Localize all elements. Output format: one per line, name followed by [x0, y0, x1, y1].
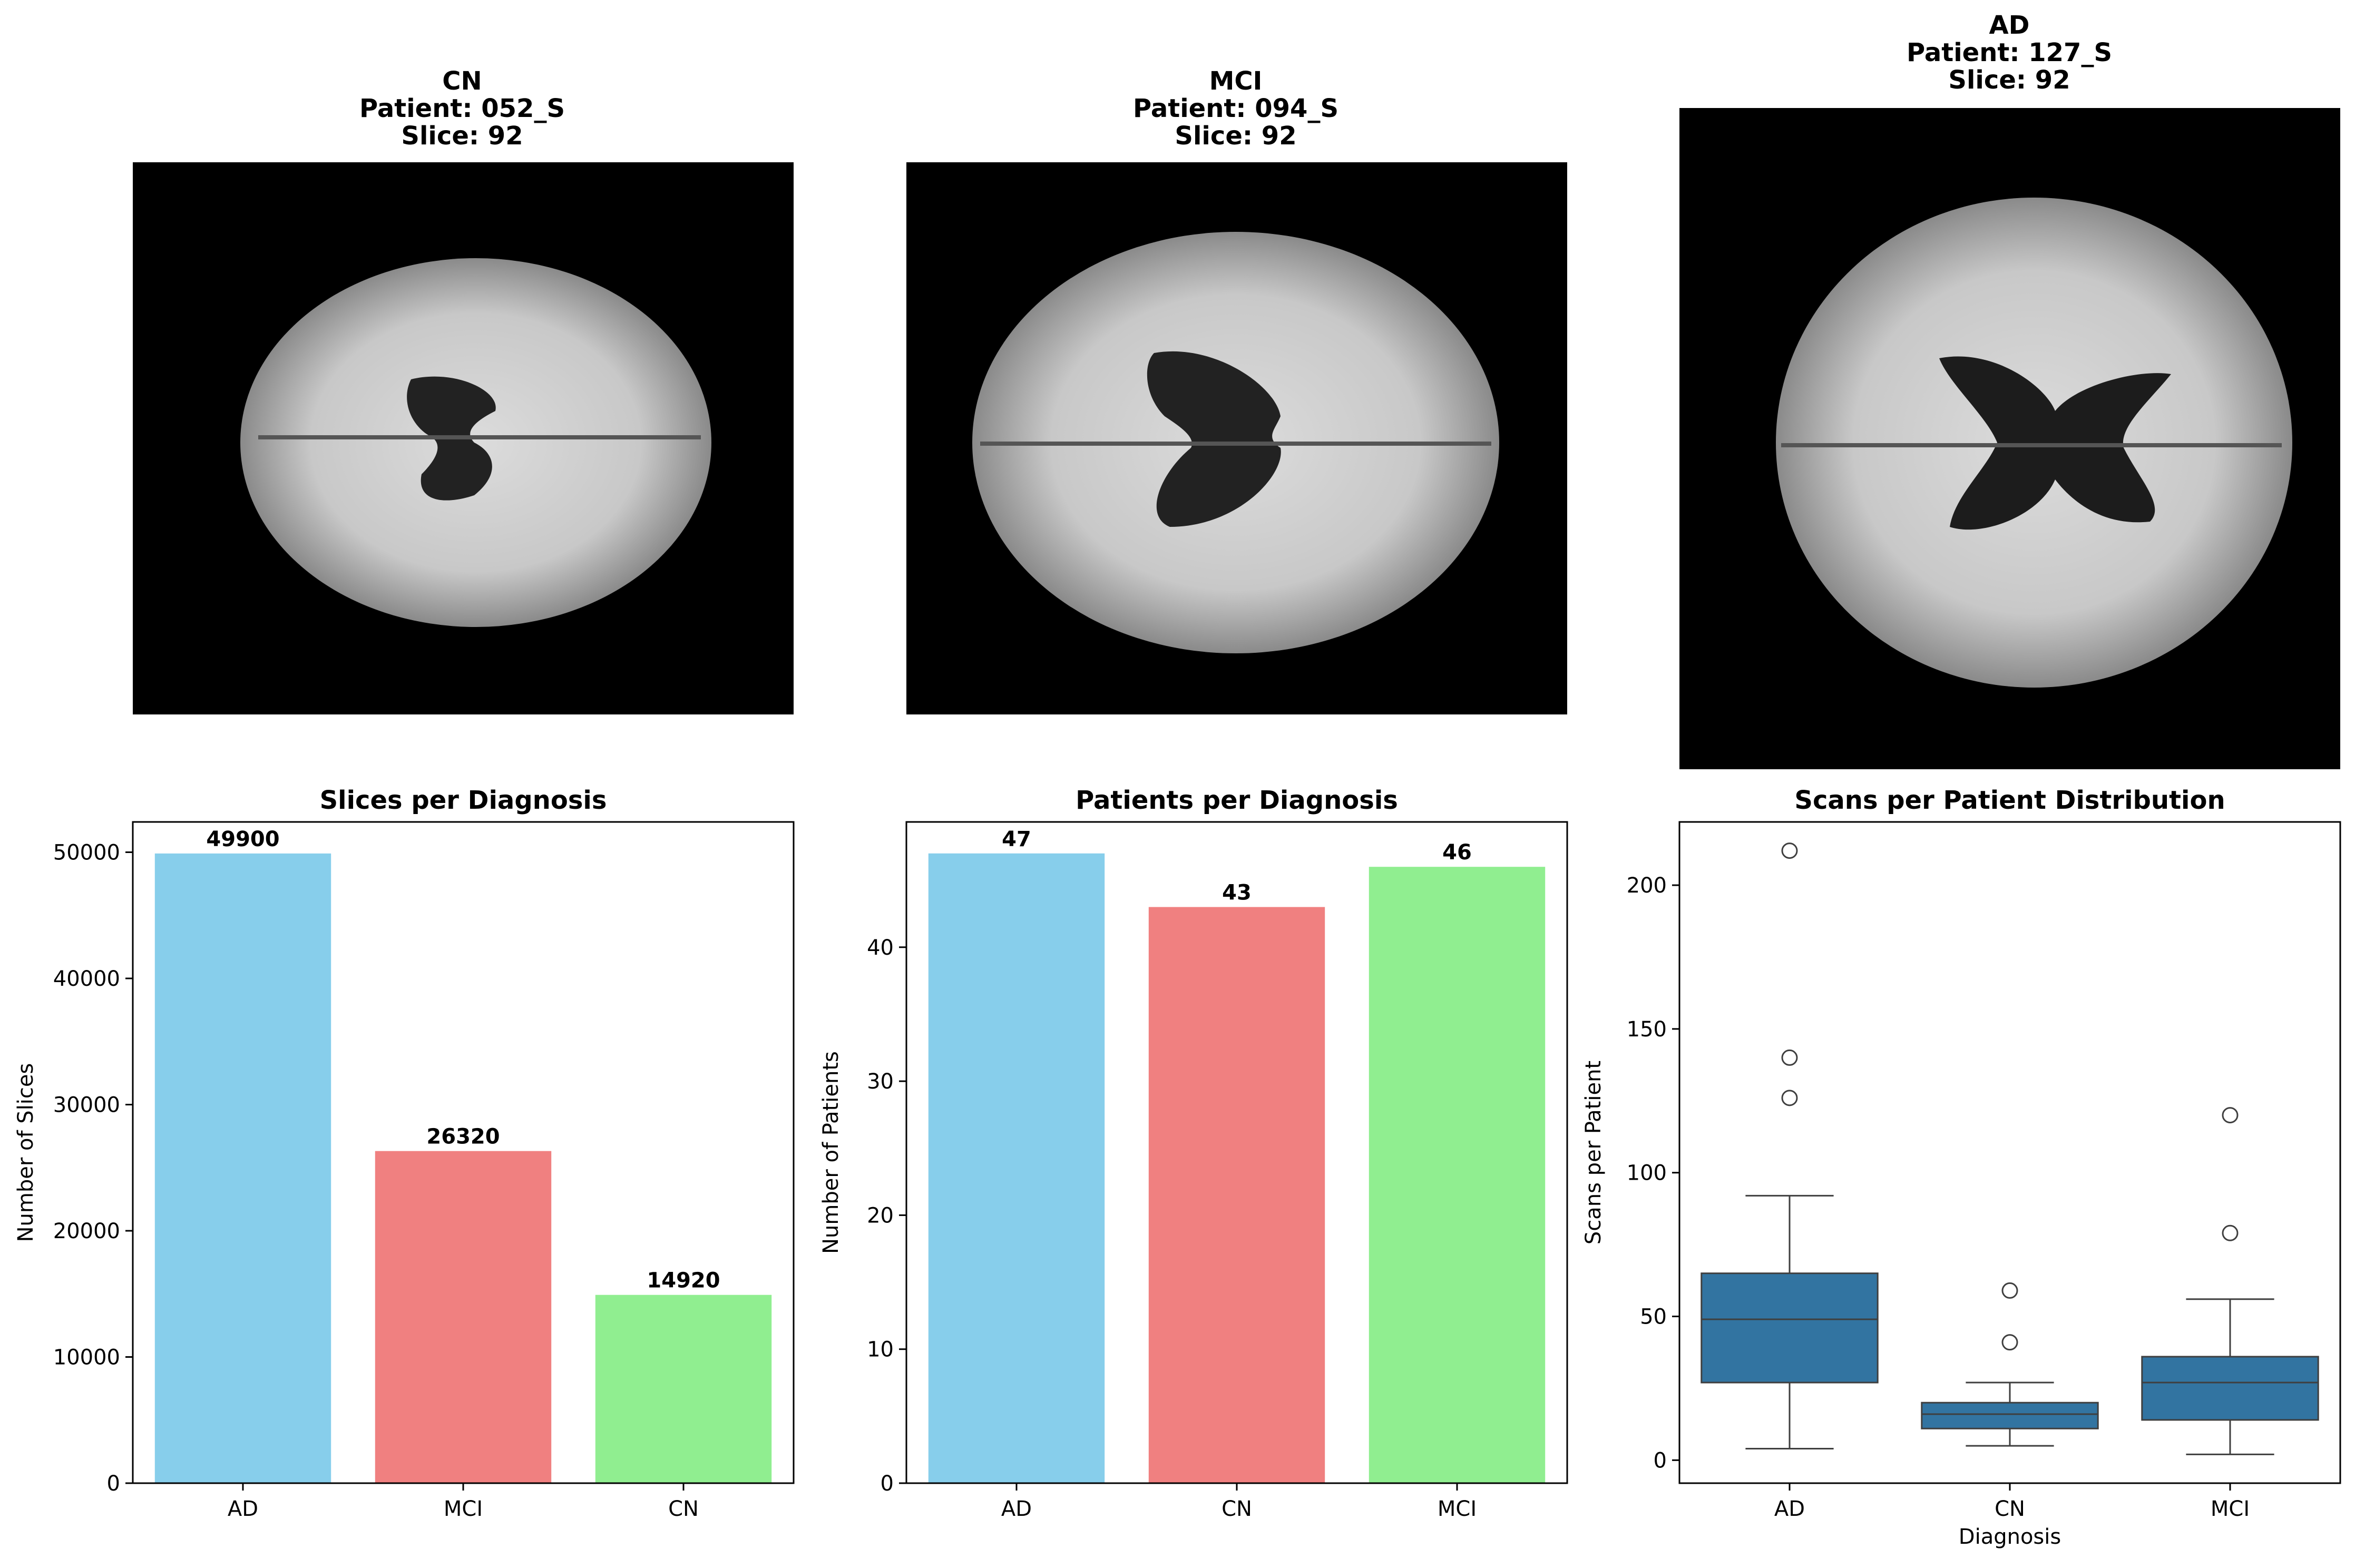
panel-title-line-2: Patient: 094_S	[1133, 94, 1338, 123]
outlier-point	[1781, 842, 1798, 859]
x-tick-label: AD	[1774, 1497, 1805, 1521]
brain-mri-image	[1679, 108, 2340, 769]
y-tick-label: 10	[867, 1338, 894, 1362]
x-tick-label: CN	[1995, 1497, 2025, 1521]
mri-panel-cn: CN Patient: 052_S Slice: 92	[133, 66, 794, 714]
outlier-point	[2222, 1107, 2239, 1124]
bar	[375, 1151, 552, 1483]
y-tick-label: 30	[867, 1070, 894, 1094]
bar	[928, 853, 1105, 1483]
y-tick-label: 50000	[53, 840, 120, 865]
y-axis-label: Number of Patients	[819, 1051, 843, 1254]
chart-title: Slices per Diagnosis	[320, 786, 607, 815]
brain-mri-image	[906, 162, 1567, 714]
outlier-point	[1781, 1090, 1798, 1106]
outlier-point	[2001, 1334, 2018, 1351]
chart-title: Patients per Diagnosis	[1076, 786, 1398, 815]
y-tick-label: 10000	[53, 1345, 120, 1369]
panel-title-line-1: AD	[1989, 11, 2030, 40]
scans-per-patient-boxplot: Scans per Patient Distribution 0 50 100 150 2…	[1581, 786, 2341, 1549]
panel-title-line-2: Patient: 127_S	[1907, 38, 2112, 67]
bar-value-label: 47	[1002, 827, 1031, 851]
panel-title-line-1: CN	[442, 66, 482, 96]
bar-value-label: 43	[1222, 880, 1252, 905]
box	[2141, 1356, 2319, 1421]
y-tick-label: 50	[1640, 1305, 1667, 1329]
x-tick-label: MCI	[2211, 1497, 2250, 1521]
y-axis-label: Scans per Patient	[1581, 1061, 1606, 1244]
y-tick-label: 0	[1654, 1448, 1667, 1473]
bar-value-label: 46	[1442, 840, 1472, 865]
chart-title: Scans per Patient Distribution	[1794, 786, 2225, 815]
x-axis-label: Diagnosis	[1959, 1525, 2061, 1549]
outlier-point	[2001, 1282, 2018, 1299]
x-tick-label: AD	[228, 1497, 258, 1521]
x-tick-label: CN	[668, 1497, 699, 1521]
bar-value-label: 26320	[426, 1125, 500, 1149]
panel-title-line-3: Slice: 92	[401, 121, 523, 151]
x-tick-label: MCI	[1438, 1497, 1477, 1521]
panel-title-line-3: Slice: 92	[1175, 121, 1296, 151]
y-axis-label: Number of Slices	[14, 1063, 38, 1242]
y-tick-label: 0	[881, 1472, 894, 1496]
x-tick-label: MCI	[444, 1497, 483, 1521]
panel-title-line-2: Patient: 052_S	[359, 94, 565, 123]
outlier-point	[1781, 1049, 1798, 1066]
bar-value-label: 14920	[647, 1269, 720, 1293]
y-tick-label: 0	[107, 1472, 120, 1496]
slices-per-diagnosis-chart: Slices per Diagnosis 0 10000 20000 30000 4000…	[14, 786, 795, 1521]
plot-frame	[132, 821, 795, 1484]
x-tick-label: CN	[1222, 1497, 1252, 1521]
box	[1701, 1272, 1879, 1384]
mri-panel-ad: AD Patient: 127_S Slice: 92	[1679, 11, 2340, 769]
y-tick-label: 150	[1627, 1017, 1667, 1042]
plot-frame	[1678, 821, 2341, 1484]
x-tick-label: AD	[1001, 1497, 1032, 1521]
y-tick-label: 200	[1627, 874, 1667, 898]
y-tick-label: 30000	[53, 1093, 120, 1117]
panel-title-line-3: Slice: 92	[1948, 65, 2070, 95]
y-tick-label: 100	[1627, 1161, 1667, 1185]
y-tick-label: 40000	[53, 967, 120, 991]
bar	[1369, 867, 1546, 1483]
mri-panel-mci: MCI Patient: 094_S Slice: 92	[906, 66, 1567, 714]
outlier-point	[2222, 1224, 2239, 1241]
box	[1921, 1402, 2099, 1429]
brain-mri-image	[133, 162, 794, 714]
panel-title-line-1: MCI	[1209, 66, 1263, 96]
bar-value-label: 49900	[206, 827, 279, 851]
bar	[595, 1295, 772, 1483]
y-tick-label: 20000	[53, 1219, 120, 1243]
y-tick-label: 20	[867, 1203, 894, 1228]
y-tick-label: 40	[867, 936, 894, 960]
bar	[1148, 907, 1325, 1483]
plot-frame	[905, 821, 1568, 1484]
patients-per-diagnosis-chart: Patients per Diagnosis 0 10 20 30 40 AD CN MCI Nu…	[819, 786, 1568, 1521]
bar	[154, 853, 331, 1483]
